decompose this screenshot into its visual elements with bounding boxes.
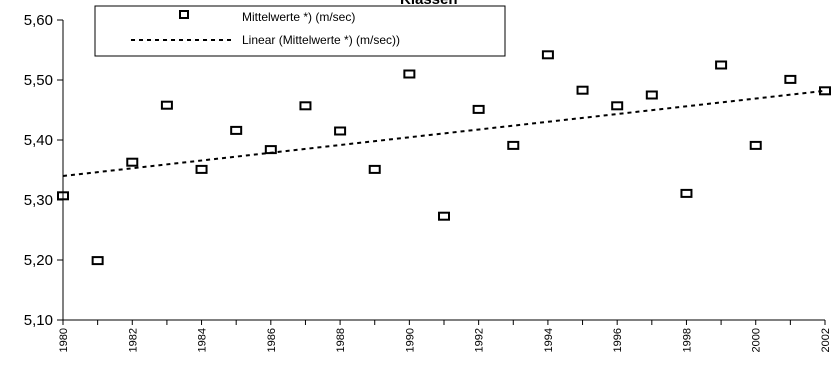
data-point	[299, 101, 312, 111]
trendline	[62, 89, 826, 177]
x-tick-label: 1992	[474, 328, 486, 352]
data-point	[784, 74, 797, 84]
legend-square-marker	[179, 10, 189, 19]
legend-box	[94, 5, 506, 57]
y-tick-label: 5,20	[24, 252, 53, 269]
x-tick-label: 1996	[612, 328, 624, 352]
y-tick-label: 5,60	[24, 12, 53, 29]
x-tick-label: 1988	[335, 328, 347, 352]
data-point	[403, 69, 416, 79]
data-point	[680, 188, 693, 198]
data-point	[715, 60, 728, 70]
x-tick-label: 1984	[197, 328, 209, 352]
data-point	[264, 145, 277, 155]
x-tick-label: 2000	[751, 328, 763, 352]
x-tick-label: 1986	[266, 328, 278, 352]
linear-trendline	[62, 89, 826, 177]
legend-label-linear: Linear (Mittelwerte *) (m/sec))	[242, 33, 400, 47]
data-point	[438, 211, 450, 221]
data-point	[576, 85, 589, 95]
data-point	[819, 86, 831, 96]
data-point	[645, 90, 658, 100]
data-point	[126, 157, 139, 167]
x-tick-label: 1998	[681, 328, 693, 352]
data-point	[611, 101, 624, 111]
data-point	[195, 164, 208, 174]
legend-label-mittelwerte: Mittelwerte *) (m/sec)	[242, 10, 355, 24]
chart-title: Klassen	[400, 0, 458, 8]
y-tick-label: 5,50	[24, 72, 53, 89]
data-points	[57, 50, 831, 266]
data-point	[472, 104, 485, 114]
data-point	[91, 256, 104, 266]
x-tick-label: 1990	[404, 328, 416, 352]
data-point	[230, 125, 243, 135]
x-tick-labels: 1980 1982 1984 1986 1988 1990 1992 1994 1996 1998…	[58, 320, 832, 352]
y-tick-label: 5,30	[24, 192, 53, 209]
legend: Mittelwerte *) (m/sec) Linear (Mittelwer…	[94, 5, 506, 57]
data-point	[334, 126, 347, 136]
data-point	[160, 100, 173, 110]
x-tick-label: 1980	[58, 328, 70, 352]
y-tick-labels: 5,10 5,20 5,30 5,40 5,50 5,60	[24, 12, 63, 329]
data-point	[368, 164, 381, 174]
y-tick-label: 5,10	[24, 312, 53, 329]
y-tick-label: 5,40	[24, 132, 53, 149]
data-point	[541, 50, 554, 60]
data-point	[749, 140, 762, 150]
data-point	[57, 191, 69, 201]
x-tick-label: 2002	[820, 328, 832, 352]
x-tick-label: 1994	[543, 328, 555, 352]
x-tick-label: 1982	[127, 328, 139, 352]
data-point	[507, 140, 520, 150]
